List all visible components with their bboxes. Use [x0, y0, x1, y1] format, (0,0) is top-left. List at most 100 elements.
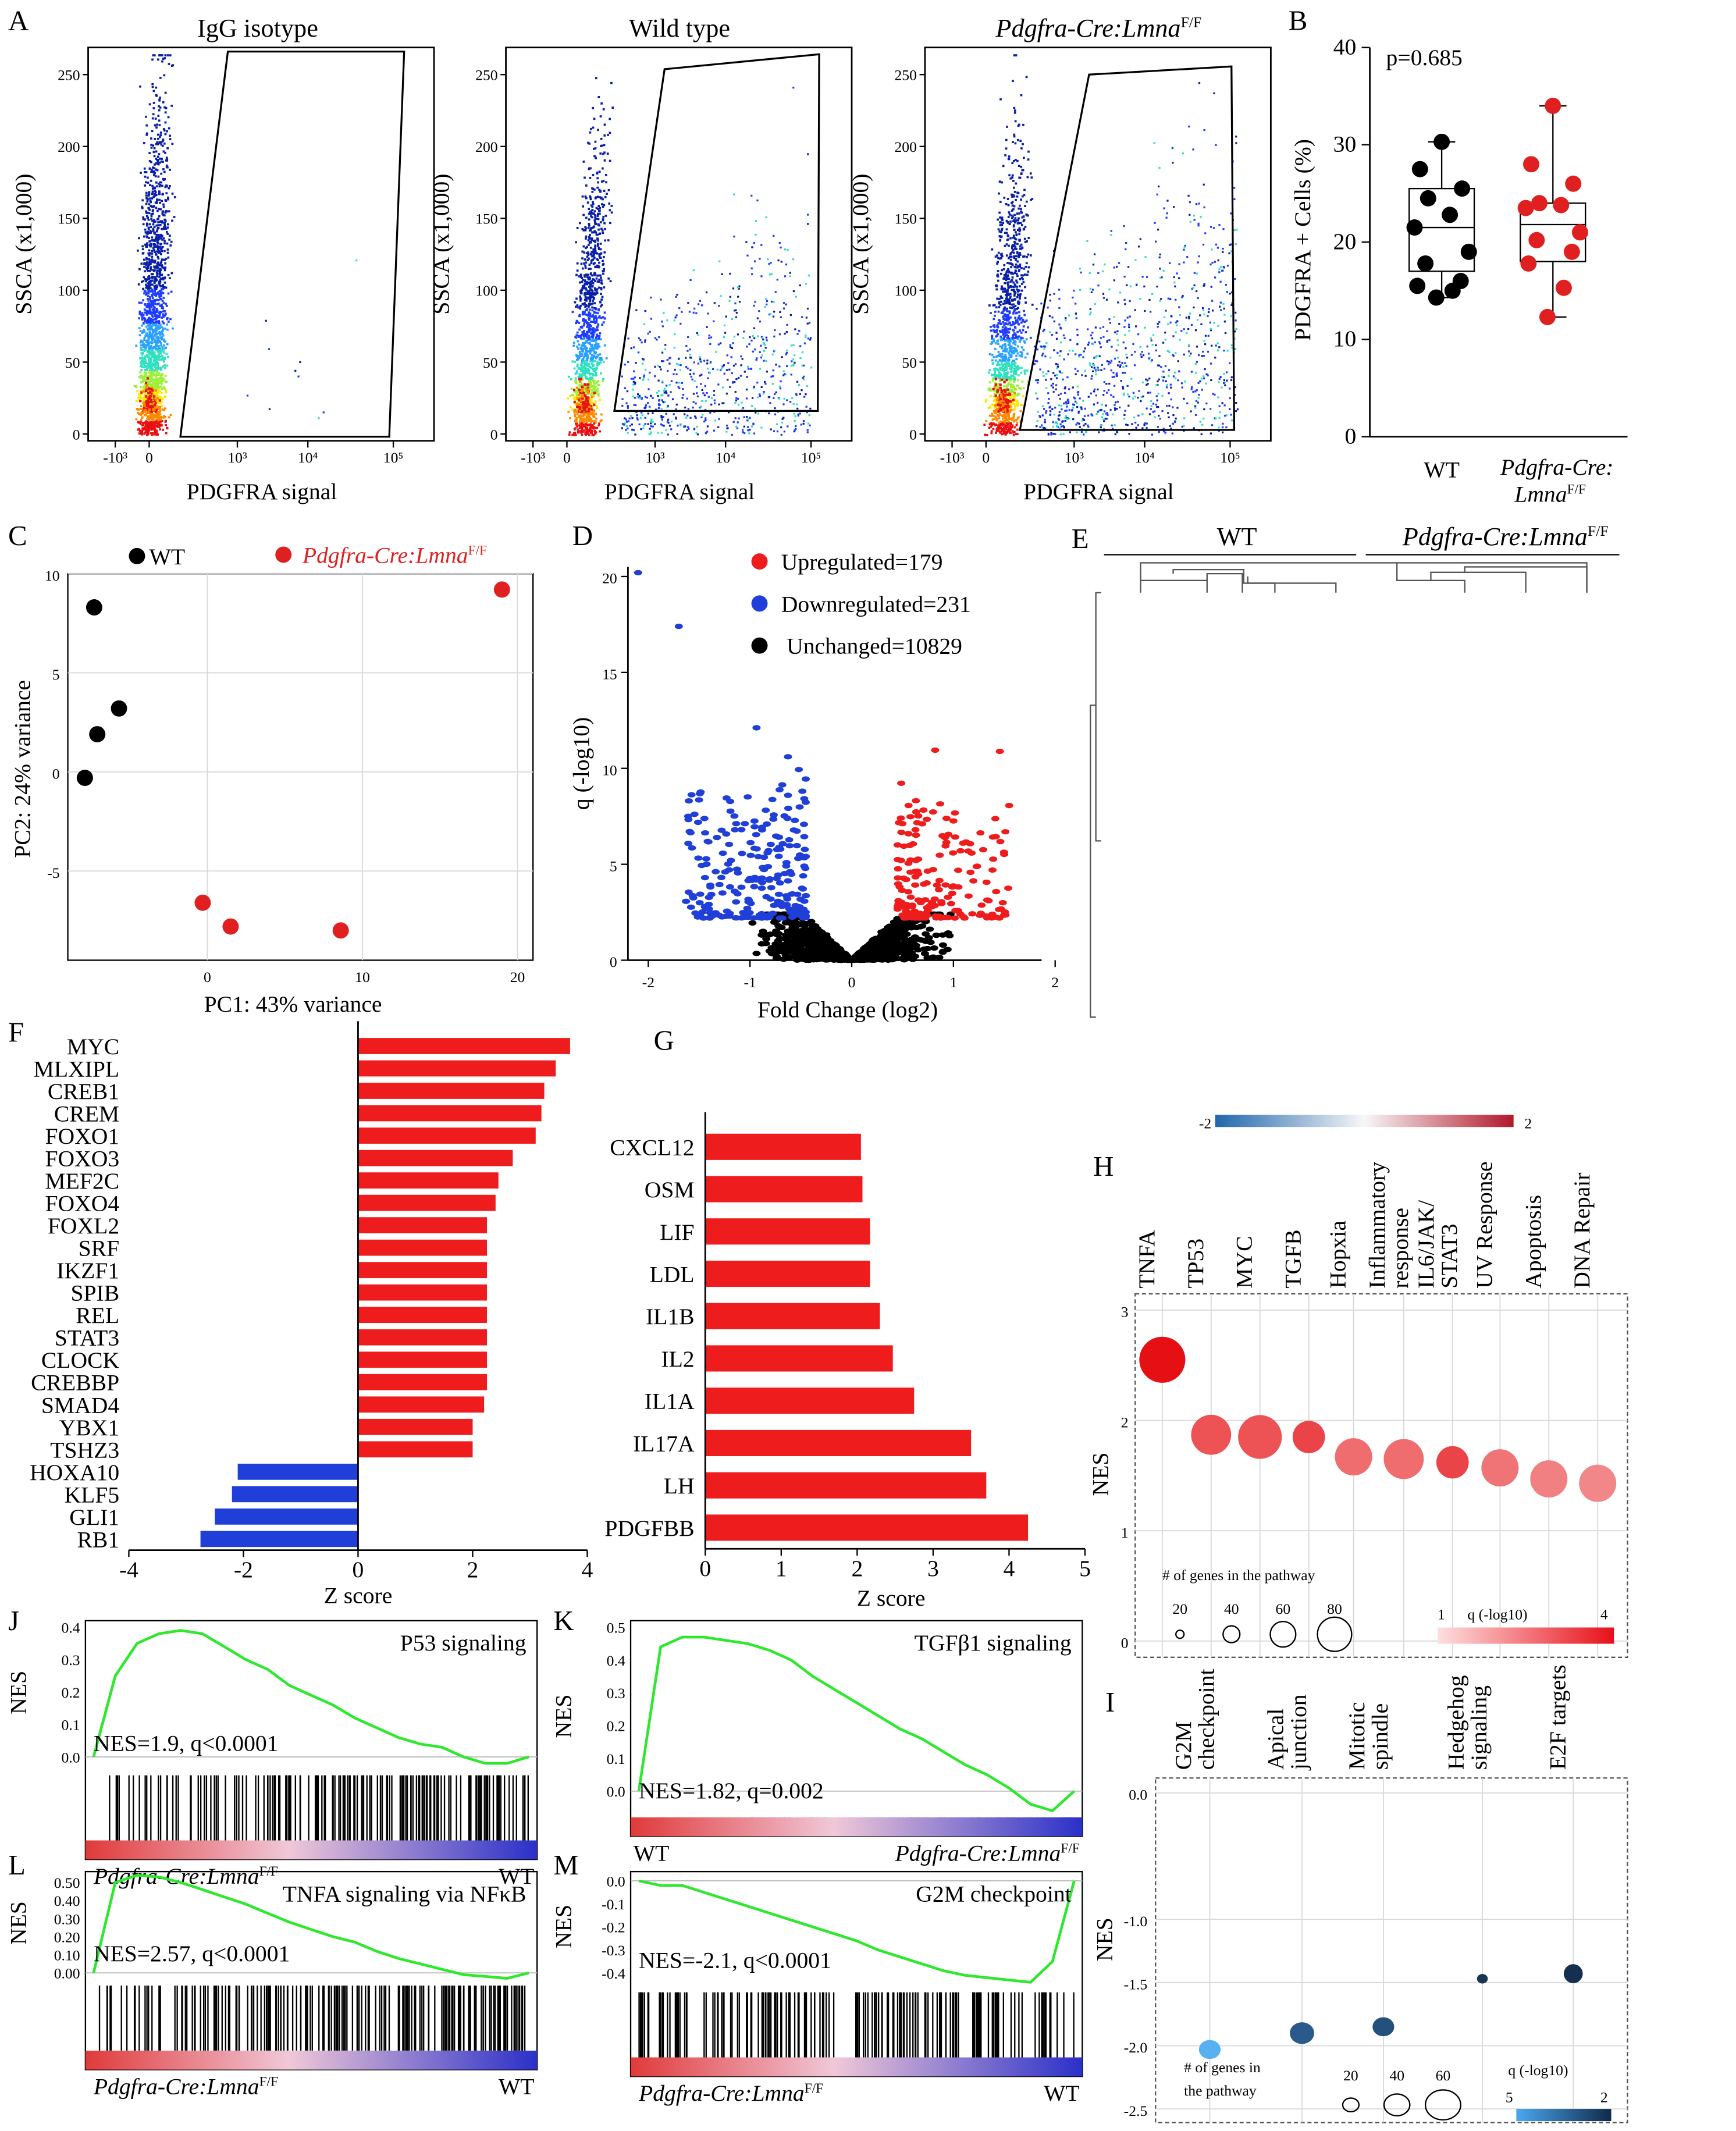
flow-event	[147, 287, 149, 290]
flow-frame	[505, 47, 853, 442]
flow-event	[155, 94, 158, 97]
flow-event	[1014, 322, 1017, 324]
flow-event	[162, 328, 164, 330]
flow-event	[590, 303, 593, 305]
flow-event	[1011, 276, 1014, 279]
flow-event	[998, 322, 1001, 325]
flow-event	[590, 343, 593, 346]
flow-event	[600, 338, 602, 341]
flow-event	[595, 339, 597, 342]
flow-event	[604, 227, 606, 230]
flow-event	[576, 304, 579, 307]
flow-event	[639, 339, 642, 341]
flow-event	[996, 329, 998, 332]
flow-event	[170, 272, 173, 275]
flow-event	[578, 222, 581, 225]
flow-event	[162, 278, 165, 281]
flow-event	[159, 279, 162, 282]
flow-event	[583, 368, 586, 371]
flow-event	[152, 346, 155, 348]
flow-event	[318, 417, 320, 419]
flow-event	[624, 417, 626, 419]
flow-event	[159, 131, 162, 134]
flow-event	[632, 380, 635, 383]
flow-event	[585, 319, 587, 322]
flow-event	[749, 368, 752, 370]
flow-event	[989, 394, 992, 397]
flow-event	[155, 361, 158, 364]
flow-event	[599, 209, 601, 212]
flow-event	[707, 368, 709, 370]
flow-event	[718, 305, 720, 307]
flow-event	[781, 421, 784, 424]
flow-event	[1004, 373, 1007, 376]
flow-event	[590, 215, 592, 218]
flow-event	[150, 305, 153, 308]
flow-event	[155, 433, 158, 436]
flow-event	[161, 246, 164, 248]
flow-event	[155, 224, 158, 227]
flow-event	[684, 425, 686, 428]
flow-event	[725, 424, 728, 427]
flow-event	[701, 389, 703, 392]
flow-event	[1004, 282, 1006, 284]
flow-event	[587, 409, 590, 412]
flow-event	[593, 230, 596, 233]
flow-event	[1017, 374, 1020, 376]
flow-event	[1020, 321, 1023, 324]
flow-event	[775, 391, 777, 394]
flow-event	[138, 428, 141, 431]
flow-event	[602, 259, 604, 262]
flow-event	[156, 362, 159, 365]
flow-event	[770, 261, 772, 264]
flow-event	[1015, 54, 1018, 56]
flow-event	[593, 352, 596, 355]
flow-event	[142, 427, 144, 430]
flow-event	[160, 350, 162, 353]
flow-event	[1009, 258, 1012, 261]
flow-event	[148, 160, 151, 162]
flow-event	[582, 319, 585, 322]
flow-event	[799, 357, 802, 360]
flow-event	[158, 54, 161, 56]
flow-event	[150, 300, 152, 303]
flow-event	[587, 369, 590, 371]
flow-event	[593, 118, 596, 120]
flow-event	[624, 364, 626, 366]
flow-event	[580, 407, 583, 410]
flow-event	[803, 342, 806, 344]
flow-event	[583, 414, 586, 417]
flow-event	[145, 304, 148, 307]
flow-event	[597, 323, 600, 326]
flow-event	[599, 212, 601, 215]
flow-event	[769, 313, 771, 315]
flow-event	[157, 407, 160, 410]
flow-event	[706, 326, 708, 328]
flow-event	[661, 418, 663, 421]
flow-event	[1006, 274, 1009, 277]
flow-event	[596, 186, 599, 189]
flow-event	[759, 258, 761, 260]
flow-event	[992, 325, 995, 327]
flow-event	[581, 403, 585, 405]
flow-event	[597, 218, 600, 220]
flow-event	[630, 378, 633, 380]
flow-event	[155, 236, 158, 238]
flow-event	[1019, 263, 1022, 266]
flow-event	[164, 415, 166, 418]
flow-event	[593, 360, 596, 362]
flow-event	[149, 364, 151, 367]
flow-event	[678, 382, 681, 384]
flow-event	[576, 331, 579, 334]
flow-event	[152, 395, 156, 398]
flow-event	[592, 202, 595, 205]
flow-event	[1006, 269, 1009, 272]
flow-event	[148, 350, 151, 353]
flow-event	[161, 404, 163, 407]
flow-event	[151, 339, 154, 341]
flow-event	[147, 319, 149, 322]
flow-event	[1008, 337, 1011, 340]
flow-event	[753, 304, 755, 307]
flow-event	[734, 363, 737, 365]
flow-event	[152, 347, 154, 350]
